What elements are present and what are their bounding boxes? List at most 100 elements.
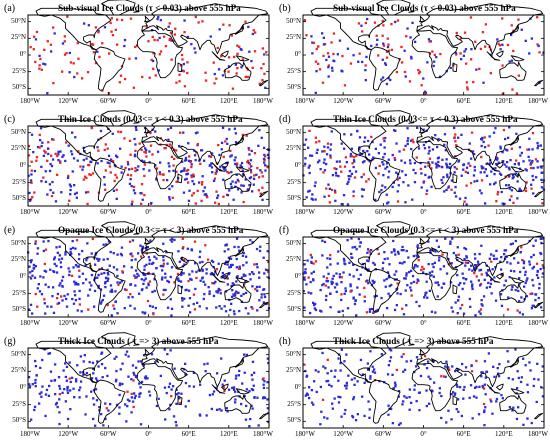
cloud-point-blue <box>357 60 360 63</box>
cloud-point-blue <box>461 261 464 264</box>
coastline <box>310 229 387 273</box>
cloud-point-red <box>526 148 529 151</box>
coastline <box>211 51 220 60</box>
cloud-point-blue <box>493 182 496 186</box>
cloud-point-red <box>128 139 132 142</box>
cloud-point-blue <box>446 166 449 169</box>
cloud-point-blue <box>401 170 404 173</box>
coastlines <box>35 221 269 313</box>
cloud-point-blue <box>350 378 353 381</box>
cloud-point-blue <box>236 178 239 182</box>
cloud-point-blue <box>450 418 453 421</box>
cloud-point-red <box>469 16 473 19</box>
cloud-point-blue <box>356 413 359 416</box>
cloud-point-red <box>43 149 46 152</box>
cloud-point-blue <box>42 154 45 157</box>
cloud-point-blue <box>184 381 188 385</box>
cloud-point-blue <box>463 246 466 250</box>
cloud-point-blue <box>148 304 152 308</box>
cloud-point-blue <box>442 265 446 268</box>
cloud-point-blue <box>235 237 239 240</box>
cloud-point-blue <box>360 175 363 179</box>
cloud-point-blue <box>445 272 449 275</box>
cloud-point-blue <box>440 416 443 420</box>
cloud-point-blue <box>157 16 160 19</box>
cloud-point-blue <box>212 390 216 393</box>
cloud-point-blue <box>351 414 354 418</box>
cloud-point-blue <box>185 288 188 291</box>
cloud-point-blue <box>223 250 226 253</box>
cloud-point-blue <box>374 166 377 170</box>
cloud-point-blue <box>266 153 270 157</box>
cloud-point-blue <box>483 278 486 281</box>
cloud-point-blue <box>69 185 72 188</box>
coastline <box>486 51 495 60</box>
cloud-point-blue <box>349 175 352 178</box>
cloud-point-red <box>173 33 176 36</box>
cloud-point-red <box>254 288 257 291</box>
map-panel-e: (e) Opaque Ice Clouds (0.3<= τ < 3) above… <box>0 221 275 332</box>
cloud-point-blue <box>249 239 252 242</box>
cloud-point-blue <box>248 273 251 276</box>
cloud-point-blue <box>262 397 265 400</box>
cloud-point-blue <box>220 148 223 151</box>
lat-tick-label: 25°S <box>12 177 26 186</box>
cloud-point-red <box>250 171 253 174</box>
lon-tick-label: 180°W <box>295 319 315 327</box>
lon-tick-label: 60°E <box>456 319 471 327</box>
cloud-point-blue <box>454 392 457 395</box>
cloud-point-blue <box>381 58 384 61</box>
cloud-point-red <box>33 35 36 38</box>
cloud-point-blue <box>539 237 542 240</box>
cloud-point-blue <box>147 256 151 259</box>
cloud-point-red <box>314 136 317 139</box>
cloud-point-red <box>378 164 381 168</box>
cloud-point-red <box>140 192 143 195</box>
cloud-point-blue <box>67 144 70 147</box>
cloud-point-blue <box>47 394 51 397</box>
lon-tick-label: 120°E <box>495 319 513 327</box>
cloud-point-red <box>457 253 460 256</box>
cloud-point-blue <box>47 152 50 156</box>
cloud-point-blue <box>340 203 343 206</box>
cloud-point-blue <box>258 129 261 132</box>
cloud-point-blue <box>267 361 270 365</box>
coastline <box>93 46 126 91</box>
cloud-point-red <box>427 164 430 167</box>
cloud-point-blue <box>447 186 450 189</box>
cloud-point-blue <box>188 385 191 388</box>
cloud-point-blue <box>541 365 544 368</box>
cloud-point-blue <box>325 280 328 283</box>
lon-tick-label: 60°E <box>181 208 196 216</box>
cloud-point-red <box>332 32 336 35</box>
cloud-point-blue <box>29 261 33 264</box>
cloud-point-blue <box>376 38 379 41</box>
cloud-point-blue <box>325 380 328 383</box>
cloud-point-red <box>117 130 120 133</box>
cloud-point-blue <box>490 400 493 403</box>
cloud-point-blue <box>68 273 71 277</box>
cloud-point-blue <box>344 287 347 290</box>
cloud-point-blue <box>329 292 332 295</box>
cloud-point-red <box>365 311 369 314</box>
cloud-point-blue <box>250 149 253 153</box>
cloud-point-blue <box>153 255 156 258</box>
cloud-point-red <box>34 240 37 243</box>
cloud-point-red <box>541 264 544 267</box>
cloud-point-blue <box>446 173 449 176</box>
cloud-point-red <box>312 262 315 265</box>
cloud-point-blue <box>367 282 370 285</box>
cloud-point-red <box>303 363 306 366</box>
cloud-point-blue <box>252 183 255 186</box>
cloud-point-blue <box>169 403 172 406</box>
cloud-point-red <box>159 137 162 140</box>
cloud-point-blue <box>221 126 225 129</box>
cloud-point-red <box>143 163 146 166</box>
lat-tick-label: 50°S <box>287 305 301 314</box>
coastline <box>259 412 269 420</box>
cloud-point-red <box>377 172 380 175</box>
cloud-point-blue <box>434 134 437 137</box>
cloud-point-blue <box>51 180 54 184</box>
cloud-point-blue <box>516 197 519 200</box>
cloud-point-blue <box>57 376 61 379</box>
